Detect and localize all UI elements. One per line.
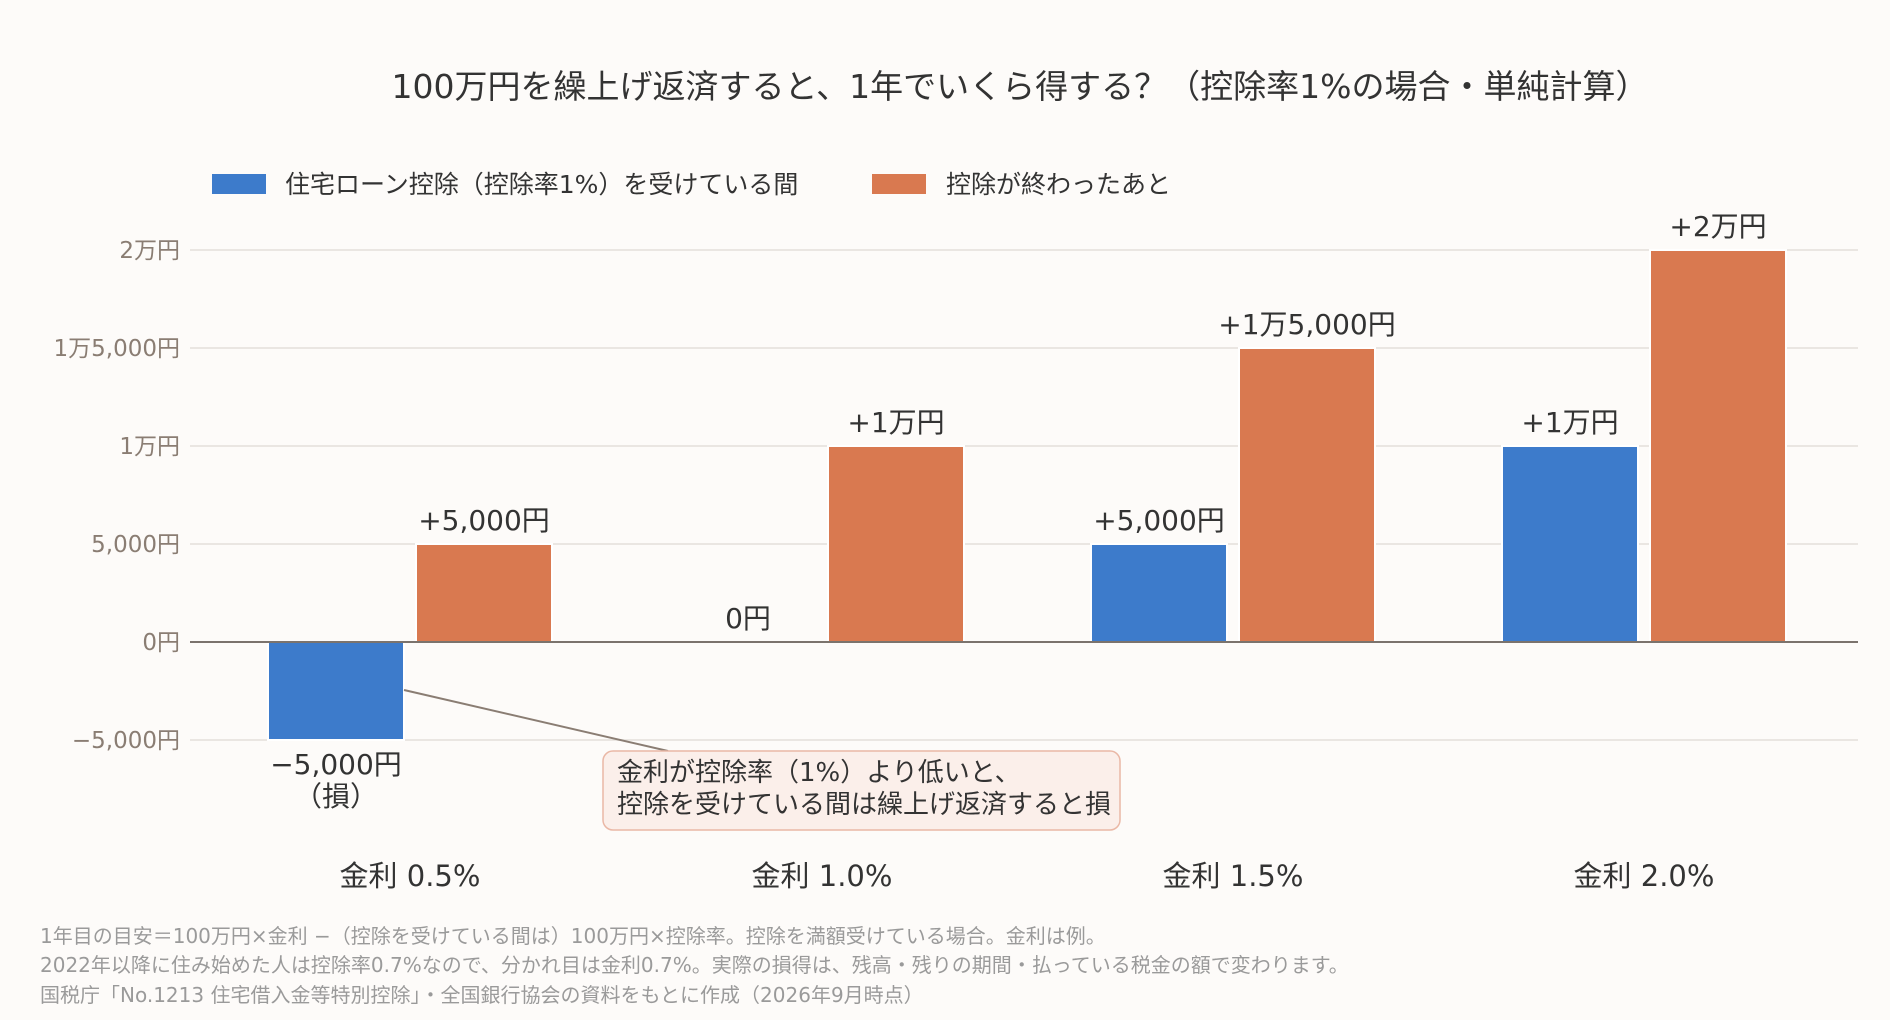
y-tick-label: 1万5,000円 (54, 336, 180, 362)
bar-during-deduction (1090, 543, 1228, 643)
data-label: +5,000円 (418, 504, 550, 537)
legend: 住宅ローン控除（控除率1%）を受けている間 控除が終わったあと (212, 170, 1171, 199)
data-label: +2万円 (1669, 210, 1766, 243)
annotation-leader-line (403, 689, 669, 752)
bars (267, 249, 1787, 741)
legend-label-after-deduction: 控除が終わったあと (946, 170, 1171, 199)
bar-during-deduction (1501, 445, 1639, 643)
footnote-1: 1年目の目安＝100万円×金利 −（控除を受けている間は）100万円×控除率。控… (40, 924, 1106, 948)
x-tick-label: 金利 1.0% (752, 859, 893, 893)
footnotes: 1年目の目安＝100万円×金利 −（控除を受けている間は）100万円×控除率。控… (40, 924, 1349, 1007)
annotation: 金利が控除率（1%）より低いと、 控除を受けている間は繰上げ返済すると損 (403, 689, 1121, 831)
chart-title: 100万円を繰上げ返済すると、1年でいくら得する？（控除率1%の場合・単純計算） (391, 67, 1648, 106)
y-tick-label: 5,000円 (91, 532, 180, 558)
x-tick-label: 金利 1.5% (1163, 859, 1304, 893)
data-labels: −5,000円（損） 0円 +5,000円 +1万円 +5,000円 +1万円 +1万5,0… (270, 210, 1766, 813)
annotation-line-2: 控除を受けている間は繰上げ返済すると損 (617, 790, 1111, 820)
bar-during-deduction (267, 641, 405, 741)
legend-label-during-deduction: 住宅ローン控除（控除率1%）を受けている間 (285, 170, 798, 199)
legend-swatch-after-deduction (872, 174, 926, 194)
data-label: +1万円 (847, 406, 944, 439)
x-axis-tick-labels: 金利 0.5% 金利 1.0% 金利 1.5% 金利 2.0% (340, 859, 1715, 893)
annotation-box (602, 750, 1121, 831)
y-tick-label: 2万円 (119, 238, 180, 264)
bar-after-deduction (1649, 249, 1787, 643)
y-tick-label: 0円 (142, 630, 180, 656)
data-label: +5,000円 (1093, 504, 1225, 537)
x-tick-label: 金利 0.5% (340, 859, 481, 893)
data-label: +1万円 (1521, 406, 1618, 439)
data-label: −5,000円 (270, 748, 402, 781)
y-tick-label: 1万円 (119, 434, 180, 460)
legend-swatch-during-deduction (212, 174, 266, 194)
bar-after-deduction (1238, 347, 1376, 643)
bar-after-deduction (827, 445, 965, 643)
footnote-3: 国税庁「No.1213 住宅借入金等特別控除」・全国銀行協会の資料をもとに作成（… (40, 983, 924, 1007)
data-label: 0円 (725, 602, 771, 635)
bar-after-deduction (415, 543, 553, 643)
x-tick-label: 金利 2.0% (1574, 859, 1715, 893)
y-tick-label: −5,000円 (72, 728, 180, 754)
data-label-loss-note: （損） (294, 780, 378, 813)
footnote-2: 2022年以降に住み始めた人は控除率0.7%なので、分かれ目は金利0.7%。実際… (40, 953, 1349, 977)
data-label: +1万5,000円 (1218, 308, 1395, 341)
y-axis-tick-labels: 2万円 1万5,000円 1万円 5,000円 0円 −5,000円 (54, 238, 180, 754)
annotation-line-1: 金利が控除率（1%）より低いと、 (617, 758, 1021, 788)
